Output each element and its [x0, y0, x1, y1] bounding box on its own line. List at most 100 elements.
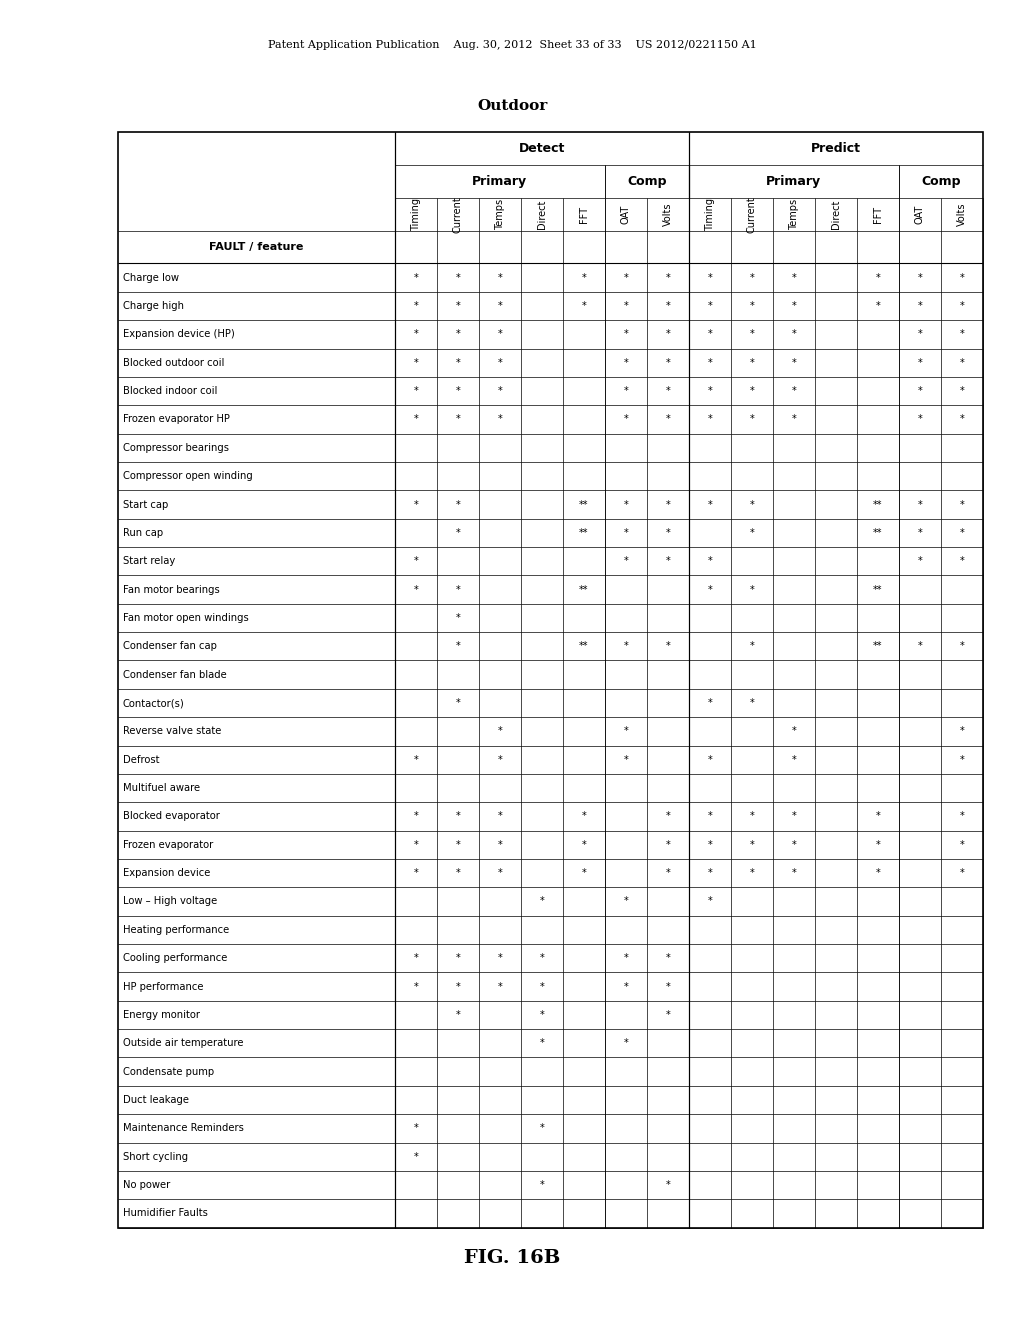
- Text: *: *: [876, 812, 881, 821]
- Text: Outdoor: Outdoor: [477, 99, 547, 114]
- Text: *: *: [876, 273, 881, 282]
- Text: *: *: [582, 869, 586, 878]
- Text: *: *: [750, 642, 755, 651]
- Text: Fan motor bearings: Fan motor bearings: [123, 585, 219, 594]
- Text: Detect: Detect: [518, 143, 565, 154]
- Text: *: *: [498, 301, 502, 312]
- Text: *: *: [456, 840, 460, 850]
- Text: **: **: [579, 642, 589, 651]
- Text: *: *: [540, 896, 544, 907]
- Text: Direct: Direct: [830, 199, 841, 228]
- Text: *: *: [414, 414, 418, 425]
- Text: *: *: [750, 499, 755, 510]
- Text: *: *: [540, 1039, 544, 1048]
- Text: *: *: [959, 385, 965, 396]
- Text: *: *: [708, 414, 713, 425]
- Text: Reverse valve state: Reverse valve state: [123, 726, 221, 737]
- Text: *: *: [498, 982, 502, 991]
- Text: *: *: [666, 499, 670, 510]
- Text: *: *: [624, 414, 628, 425]
- Text: *: *: [708, 869, 713, 878]
- Text: *: *: [456, 812, 460, 821]
- Text: *: *: [414, 358, 418, 368]
- Text: *: *: [414, 499, 418, 510]
- Text: *: *: [792, 812, 797, 821]
- Text: Charge high: Charge high: [123, 301, 184, 312]
- Text: Current: Current: [746, 195, 757, 232]
- Text: *: *: [456, 982, 460, 991]
- Text: *: *: [792, 840, 797, 850]
- Text: Condensate pump: Condensate pump: [123, 1067, 214, 1077]
- Text: *: *: [456, 1010, 460, 1020]
- Text: *: *: [624, 528, 628, 537]
- Text: *: *: [414, 556, 418, 566]
- Text: *: *: [624, 358, 628, 368]
- Text: *: *: [792, 414, 797, 425]
- Text: *: *: [624, 953, 628, 964]
- Text: *: *: [456, 499, 460, 510]
- Text: Comp: Comp: [922, 174, 961, 187]
- Text: *: *: [414, 812, 418, 821]
- Text: *: *: [750, 812, 755, 821]
- Text: *: *: [876, 301, 881, 312]
- Text: Condenser fan blade: Condenser fan blade: [123, 669, 226, 680]
- Text: *: *: [876, 840, 881, 850]
- Text: Humidifier Faults: Humidifier Faults: [123, 1208, 208, 1218]
- Text: *: *: [792, 273, 797, 282]
- Text: *: *: [750, 869, 755, 878]
- Text: *: *: [666, 301, 670, 312]
- Text: *: *: [540, 1010, 544, 1020]
- Text: *: *: [624, 896, 628, 907]
- Text: **: **: [579, 528, 589, 537]
- Text: *: *: [708, 812, 713, 821]
- Text: *: *: [624, 726, 628, 737]
- Text: *: *: [624, 330, 628, 339]
- Text: Blocked outdoor coil: Blocked outdoor coil: [123, 358, 224, 368]
- Text: *: *: [918, 642, 923, 651]
- Text: *: *: [456, 612, 460, 623]
- Text: *: *: [959, 556, 965, 566]
- Text: OAT: OAT: [621, 205, 631, 224]
- Text: *: *: [414, 840, 418, 850]
- Text: *: *: [456, 869, 460, 878]
- Text: Start cap: Start cap: [123, 499, 168, 510]
- Text: *: *: [959, 812, 965, 821]
- Text: *: *: [666, 528, 670, 537]
- Text: *: *: [708, 896, 713, 907]
- Text: *: *: [666, 1010, 670, 1020]
- Text: *: *: [959, 273, 965, 282]
- Text: *: *: [708, 698, 713, 708]
- Text: Current: Current: [453, 195, 463, 232]
- Text: *: *: [750, 330, 755, 339]
- Text: *: *: [959, 840, 965, 850]
- Text: Fan motor open windings: Fan motor open windings: [123, 612, 249, 623]
- Text: Primary: Primary: [472, 174, 527, 187]
- Text: Blocked indoor coil: Blocked indoor coil: [123, 385, 217, 396]
- Text: *: *: [456, 698, 460, 708]
- Text: *: *: [666, 869, 670, 878]
- Text: *: *: [624, 301, 628, 312]
- Text: OAT: OAT: [915, 205, 925, 224]
- Text: *: *: [708, 330, 713, 339]
- Text: Cooling performance: Cooling performance: [123, 953, 227, 964]
- Text: *: *: [666, 1180, 670, 1191]
- Text: Temps: Temps: [788, 198, 799, 230]
- Text: *: *: [414, 585, 418, 594]
- Text: *: *: [582, 301, 586, 312]
- Text: *: *: [414, 982, 418, 991]
- Text: Multifuel aware: Multifuel aware: [123, 783, 200, 793]
- Text: *: *: [750, 301, 755, 312]
- Text: *: *: [918, 330, 923, 339]
- Text: Volts: Volts: [663, 202, 673, 226]
- Text: Patent Application Publication    Aug. 30, 2012  Sheet 33 of 33    US 2012/02211: Patent Application Publication Aug. 30, …: [267, 40, 757, 50]
- Text: *: *: [918, 385, 923, 396]
- Text: FAULT / feature: FAULT / feature: [209, 242, 303, 252]
- Text: FFT: FFT: [873, 206, 883, 223]
- Text: Outside air temperature: Outside air temperature: [123, 1039, 244, 1048]
- Text: *: *: [498, 414, 502, 425]
- Text: *: *: [708, 358, 713, 368]
- Text: *: *: [750, 698, 755, 708]
- Text: *: *: [959, 301, 965, 312]
- Text: *: *: [624, 755, 628, 764]
- Text: *: *: [918, 499, 923, 510]
